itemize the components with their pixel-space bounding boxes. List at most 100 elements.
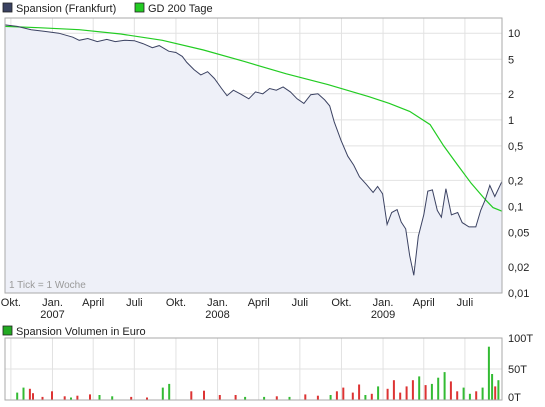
volume-bar <box>392 380 395 400</box>
x-tick-label: Okt. <box>331 297 351 309</box>
x-tick-label: April <box>248 297 270 309</box>
volume-bar <box>76 395 79 400</box>
volume-bar <box>111 396 114 400</box>
volume-bar <box>377 386 380 400</box>
volume-bar <box>89 394 91 400</box>
volume-bar <box>462 387 465 400</box>
volume-bar <box>161 387 164 400</box>
legend-swatch-gd200 <box>134 2 145 13</box>
x-tick-label: Okt. <box>166 297 186 309</box>
price-y-tick-label: 0,1 <box>508 201 523 213</box>
volume-bar <box>70 397 72 400</box>
volume-bar <box>481 387 484 400</box>
volume-bar <box>437 377 440 400</box>
volume-bar <box>234 395 237 400</box>
volume-bar <box>405 386 408 400</box>
volume-y-tick-label: 0T <box>508 392 521 404</box>
volume-bar <box>424 385 427 400</box>
volume-bar <box>190 391 193 400</box>
x-tick-label: April <box>82 297 104 309</box>
price-y-tick-label: 2 <box>508 89 514 101</box>
volume-bar <box>364 395 367 400</box>
volume-bar <box>263 396 266 400</box>
volume-bar <box>497 380 500 400</box>
volume-bar <box>304 394 307 400</box>
volume-bar <box>288 396 291 400</box>
volume-bar <box>456 391 459 400</box>
gd200-line <box>4 25 503 212</box>
volume-bar <box>386 388 389 400</box>
price-area-fill <box>5 24 502 294</box>
volume-y-tick-label: 50T <box>508 364 527 376</box>
price-y-tick-label: 0,5 <box>508 141 523 153</box>
volume-bar <box>32 393 34 400</box>
volume-bar <box>418 376 421 400</box>
volume-bar <box>16 392 19 400</box>
price-y-tick-label: 1 <box>508 115 514 127</box>
volume-bar <box>329 395 332 400</box>
volume-bar <box>468 393 471 400</box>
volume-bar <box>487 346 490 400</box>
volume-bar <box>443 372 446 400</box>
volume-bar <box>146 397 148 400</box>
x-tick-label: Juli <box>292 297 309 309</box>
volume-bar <box>168 383 171 400</box>
x-tick-year: 2008 <box>205 309 229 321</box>
x-tick-label: Jan. <box>373 297 394 309</box>
volume-bar <box>130 396 133 400</box>
price-y-tick-label: 0,01 <box>508 288 529 300</box>
volume-bar <box>475 391 478 400</box>
volume-bar <box>218 395 221 400</box>
price-y-tick-label: 0,2 <box>508 175 523 187</box>
volume-bar <box>370 393 373 400</box>
x-tick-year: 2009 <box>371 309 395 321</box>
volume-bar <box>449 381 452 400</box>
volume-bar <box>335 391 338 400</box>
volume-title: Spansion Volumen in Euro <box>16 326 146 338</box>
volume-bar <box>358 384 361 400</box>
volume-y-tick-label: 100T <box>508 333 533 345</box>
volume-bar <box>244 396 247 400</box>
legend-swatch-volume <box>2 325 13 336</box>
price-legend: Spansion (Frankfurt) GD 200 Tage <box>2 2 213 15</box>
volume-legend: Spansion Volumen in Euro <box>2 325 146 338</box>
volume-bar <box>430 383 433 400</box>
volume-bar <box>491 374 494 400</box>
volume-bar <box>22 387 25 400</box>
price-y-tick-label: 0,02 <box>508 262 529 274</box>
x-tick-label: Jan. <box>207 297 228 309</box>
volume-bar <box>98 395 101 400</box>
legend-swatch-price <box>2 2 13 13</box>
price-y-axis: 10 5 2 1 0,5 0,2 0,1 0,05 0,02 0,01 <box>508 28 529 300</box>
volume-bar <box>399 392 402 400</box>
price-plot-border <box>4 17 503 294</box>
volume-y-axis: 100T 50T 0T <box>508 333 533 404</box>
volume-bar <box>316 395 319 400</box>
x-tick-label: April <box>413 297 435 309</box>
tick-annotation: 1 Tick = 1 Woche <box>9 280 86 291</box>
price-y-tick-label: 0,05 <box>508 227 529 239</box>
volume-bar <box>203 390 205 400</box>
volume-bar <box>28 388 31 400</box>
volume-bar <box>342 387 345 400</box>
volume-bar <box>63 396 66 400</box>
legend-label-gd200: GD 200 Tage <box>148 3 213 15</box>
x-tick-label: Juli <box>457 297 474 309</box>
x-tick-year: 2007 <box>40 309 64 321</box>
volume-bar <box>51 391 53 400</box>
volume-bar <box>351 392 354 400</box>
price-y-tick-label: 10 <box>508 28 520 40</box>
legend-label-price: Spansion (Frankfurt) <box>16 3 116 15</box>
x-tick-label: Juli <box>126 297 143 309</box>
volume-bar <box>494 386 497 400</box>
volume-bar <box>275 396 278 400</box>
price-line <box>4 24 503 276</box>
volume-bars <box>16 346 500 400</box>
x-tick-label: Okt. <box>1 297 21 309</box>
x-tick-label: Jan. <box>42 297 63 309</box>
volume-bar <box>41 396 44 400</box>
price-y-tick-label: 5 <box>508 54 514 66</box>
volume-bar <box>411 380 414 400</box>
